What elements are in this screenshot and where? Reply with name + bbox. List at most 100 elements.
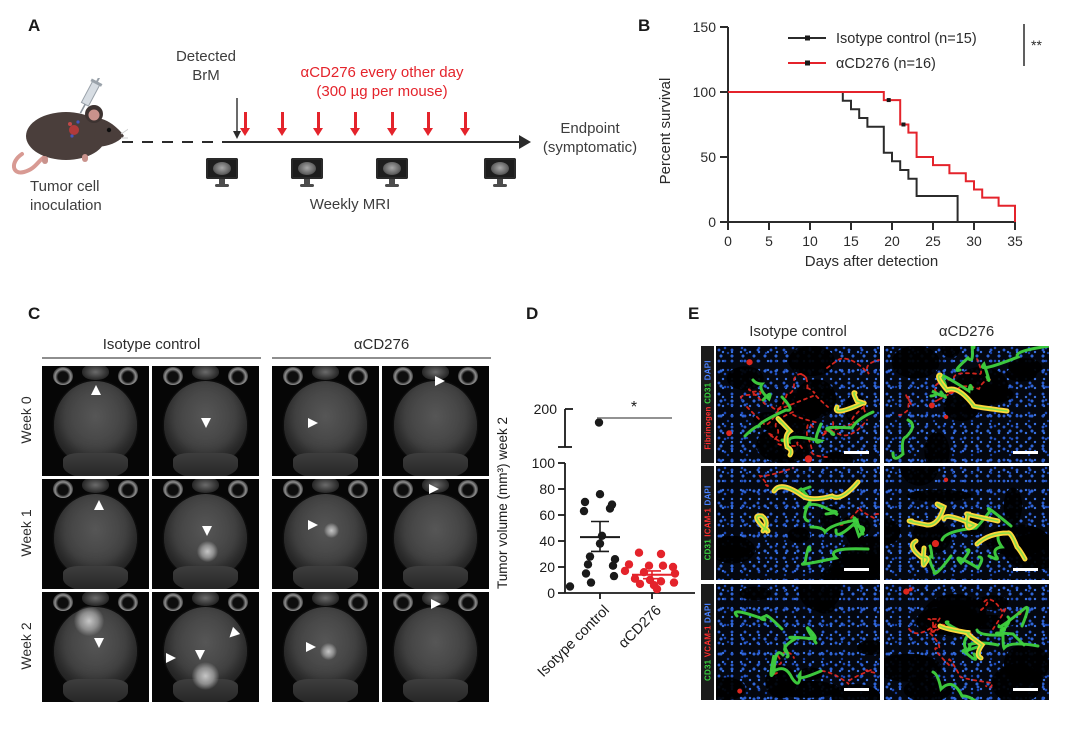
mri-eye	[457, 480, 479, 498]
dose-arrow-icon	[240, 112, 250, 136]
green-vessel	[743, 395, 792, 438]
mri-eye	[392, 480, 414, 498]
mri-eye	[227, 480, 249, 498]
yellow-vessel-core	[835, 391, 865, 412]
fluoro-overlay	[726, 346, 880, 463]
green-vessel	[780, 422, 825, 444]
legend-marker	[805, 35, 810, 41]
red-signal	[934, 378, 994, 403]
data-point	[656, 549, 666, 559]
category-label: Isotype control	[535, 603, 613, 681]
mri-image	[42, 366, 149, 476]
dose-arrow-icon	[423, 112, 433, 136]
stain-label-strip: CD31 VCAM-1 DAPI	[701, 584, 714, 700]
endpoint-line1: Endpoint	[560, 120, 620, 137]
red-signal	[726, 430, 732, 437]
data-point	[583, 560, 593, 569]
cell-dot	[76, 120, 80, 124]
tumor-arrowhead-icon	[93, 500, 104, 511]
green-vessel	[803, 502, 839, 517]
data-point	[656, 577, 666, 586]
mri-image	[42, 592, 149, 702]
red-signal	[767, 432, 803, 449]
dark-region	[891, 346, 940, 379]
yellow-vessel	[771, 479, 861, 502]
x-axis-title: Days after detection	[805, 253, 938, 270]
week-row-label: Week 2	[18, 622, 34, 670]
mri-cerebellum	[173, 452, 238, 476]
endpoint-line2: (symptomatic)	[542, 138, 638, 156]
mri-cerebellum	[403, 678, 468, 702]
stain-label-cd31: CD31	[703, 539, 712, 561]
detection-arrowhead	[233, 131, 241, 139]
monitor-base	[215, 184, 229, 187]
dose-arrow-icon	[277, 112, 287, 136]
panel-a-label: A	[28, 16, 41, 35]
y-tick-label: 100	[693, 84, 717, 100]
fluorescence-image	[716, 346, 880, 463]
data-point	[670, 569, 680, 578]
scale-bar	[1013, 451, 1038, 454]
mri-eye	[282, 593, 304, 611]
monitor-base	[385, 184, 399, 187]
red-signal	[980, 598, 1007, 630]
red-signal	[826, 357, 880, 375]
fluoro-overlay	[884, 466, 1049, 575]
mri-eye	[392, 593, 414, 611]
dose-arrow-icon	[460, 112, 470, 136]
dark-region	[884, 519, 901, 545]
stain-label-strip: CD31 ICAM-1 DAPI	[701, 466, 714, 580]
green-vessel	[774, 667, 823, 685]
y-tick-label: 0	[708, 214, 716, 230]
fluorescence-image	[716, 466, 880, 580]
mri-eye	[457, 593, 479, 611]
dark-region	[911, 519, 951, 555]
yellow-vessel-core	[911, 540, 929, 566]
mouse-tail	[12, 152, 48, 175]
mri-monitor-icon	[291, 158, 323, 187]
mri-eye	[347, 480, 369, 498]
mri-cerebellum	[63, 452, 128, 476]
mri-eye	[162, 367, 184, 385]
mri-image	[382, 366, 489, 476]
stain-labels: CD31 VCAM-1 DAPI	[703, 603, 712, 681]
monitor-screen	[298, 162, 316, 175]
c-underline-left	[42, 357, 261, 359]
mri-image	[272, 592, 379, 702]
detected-brm-label: Detected BrM	[165, 48, 247, 86]
mri-image	[152, 366, 259, 476]
timeline-arrowhead	[519, 135, 531, 149]
green-vessel	[800, 545, 870, 566]
tumor-arrowhead-icon	[93, 637, 104, 648]
y-axis-title: Percent survival	[657, 78, 674, 185]
green-vessel	[733, 610, 784, 631]
x-tick-label: 0	[724, 233, 732, 249]
mri-eye	[117, 480, 139, 498]
mri-eye	[162, 593, 184, 611]
red-signal	[746, 359, 753, 366]
endpoint-label: Endpoint (symptomatic)	[535, 120, 645, 158]
mri-image	[382, 479, 489, 589]
c-underline-right	[272, 357, 491, 359]
dark-region	[716, 677, 746, 700]
week-row-label: Week 0	[18, 396, 34, 444]
mri-eye	[52, 367, 74, 385]
mri-cerebellum	[403, 452, 468, 476]
data-point	[639, 568, 649, 577]
monitor-base	[493, 184, 507, 187]
x-tick-label: 25	[925, 233, 941, 249]
data-point	[595, 490, 605, 499]
mri-brain	[283, 494, 368, 578]
mouse-ear-inner	[88, 109, 100, 121]
red-signal	[943, 414, 949, 420]
y-tick-label: 80	[539, 481, 555, 497]
x-tick-label: 35	[1007, 233, 1023, 249]
mouse-illustration	[12, 78, 128, 175]
stain-label-fibrinogen: Fibrinogen	[703, 405, 712, 450]
mri-cerebellum	[63, 678, 128, 702]
green-vessel	[944, 620, 985, 653]
yellow-vessel-core	[943, 513, 999, 529]
yellow-vessel-core	[777, 417, 792, 456]
survival-curve	[728, 91, 1016, 222]
y-tick-label: 50	[700, 149, 716, 165]
